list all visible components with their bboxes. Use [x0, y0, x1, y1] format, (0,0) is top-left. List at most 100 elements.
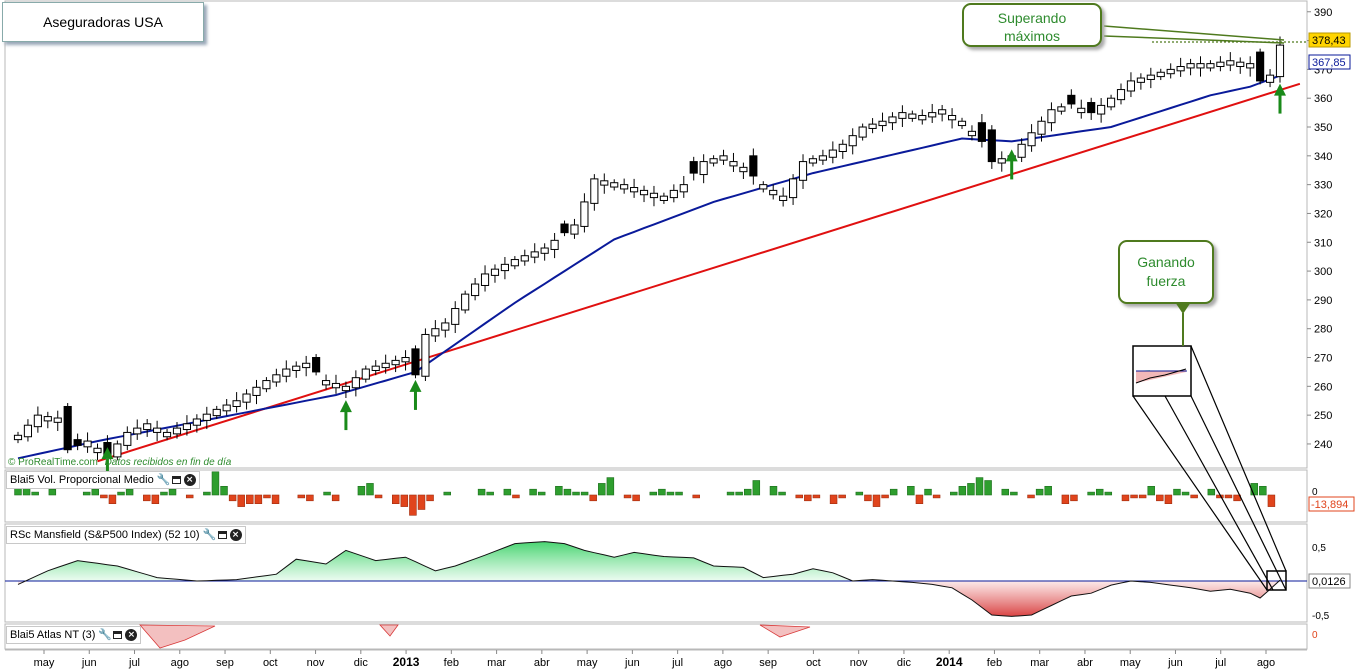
candle: [997, 151, 1006, 172]
candle: [262, 377, 271, 393]
atlas-neg-area: [759, 624, 811, 638]
wrench-icon[interactable]: 🔧: [202, 528, 217, 541]
candle: [789, 174, 798, 205]
zoom-connector-2: [1164, 395, 1274, 591]
y-tick-label: 300: [1314, 266, 1332, 278]
candle: [1027, 124, 1036, 152]
x-tick-label: jun: [81, 657, 97, 669]
y-tick-label: 250: [1314, 410, 1332, 422]
candle: [1097, 98, 1106, 123]
y-tick-label: 390: [1314, 7, 1332, 19]
volume-bar: [589, 494, 597, 502]
volume-value-tag: -13,894: [1308, 496, 1355, 512]
candle: [153, 420, 162, 442]
rsc-negative-area: [18, 581, 1280, 617]
callout-top-line2: máximos: [1003, 28, 1060, 44]
candle: [1275, 36, 1285, 83]
volume-bar: [331, 494, 340, 502]
x-tick-label: 2014: [936, 655, 963, 669]
volume-bar: [606, 477, 615, 496]
x-tick-label: abr: [534, 657, 550, 669]
x-tick-label: mar: [487, 657, 506, 669]
volume-bar: [623, 494, 632, 499]
volume-bar: [1138, 494, 1147, 499]
x-tick-label: sep: [216, 657, 234, 669]
x-tick-label: may: [1120, 657, 1141, 669]
candle: [1067, 89, 1076, 109]
volume-bar: [1027, 494, 1035, 499]
candle: [659, 192, 668, 204]
volume-bar: [374, 494, 383, 499]
candle: [282, 360, 291, 383]
candle: [948, 108, 957, 129]
volume-bar: [769, 485, 778, 496]
candle: [1176, 57, 1185, 77]
candle: [1087, 97, 1096, 120]
volume-bar: [915, 494, 924, 504]
candle: [13, 431, 23, 444]
wrench-icon[interactable]: 🔧: [98, 628, 113, 641]
rsc-last-label: 0,0126: [1312, 576, 1346, 588]
volume-bar: [838, 494, 846, 499]
candle: [1206, 60, 1215, 72]
candle: [1057, 103, 1066, 115]
page-title-text: Aseguradoras USA: [43, 14, 163, 30]
window-icon[interactable]: [171, 476, 181, 484]
trend-line: [97, 82, 1301, 463]
candle: [431, 320, 440, 342]
volume-bar: [512, 494, 520, 499]
x-tick-label: may: [34, 657, 55, 669]
volume-bar: [632, 494, 640, 502]
x-tick-label: jul: [128, 657, 140, 669]
candle: [689, 156, 698, 181]
volume-bar: [778, 491, 786, 496]
volume-bar: [203, 491, 211, 496]
candle: [480, 265, 490, 292]
volume-bar: [246, 494, 254, 504]
volume-bar: [323, 491, 331, 496]
candle: [759, 181, 768, 193]
x-tick-label: nov: [850, 657, 868, 669]
volume-bar: [1035, 488, 1044, 496]
volume-bar: [958, 485, 967, 496]
support-arrow: [339, 400, 352, 431]
volume-bar: [735, 491, 743, 496]
candle: [143, 419, 152, 437]
candle: [1037, 116, 1046, 142]
volume-bar: [151, 494, 160, 504]
candle: [1077, 99, 1086, 119]
close-icon[interactable]: ×: [125, 629, 138, 641]
x-tick-label: jun: [624, 657, 640, 669]
close-icon[interactable]: ×: [229, 529, 242, 541]
candle: [361, 365, 370, 383]
x-tick-label: feb: [444, 657, 459, 669]
volume-bar: [1095, 488, 1104, 496]
callout-top: Superando máximos: [962, 3, 1102, 47]
candle: [1246, 56, 1255, 77]
volume-bar: [108, 494, 117, 504]
candle: [1156, 68, 1165, 81]
candle: [351, 370, 360, 397]
ma-value-tag: 367,85: [1308, 54, 1351, 70]
candle: [649, 185, 659, 207]
candle: [1236, 57, 1245, 74]
wrench-icon[interactable]: 🔧: [156, 473, 171, 486]
volume-bar: [125, 488, 134, 496]
volume-bar: [795, 494, 803, 499]
volume-bar: [1044, 485, 1052, 496]
close-icon[interactable]: ×: [183, 474, 196, 486]
volume-bar: [228, 494, 237, 502]
window-icon[interactable]: [217, 531, 227, 539]
volume-bar: [872, 494, 881, 507]
volume-bar: [48, 488, 57, 496]
candle: [888, 112, 897, 131]
candle: [411, 345, 420, 379]
zoom-inset: [1132, 313, 1287, 591]
window-icon[interactable]: [113, 631, 123, 639]
y-tick-label: 320: [1314, 208, 1332, 220]
volume-bar: [417, 494, 426, 510]
volume-bar: [1130, 494, 1138, 499]
volume-bar: [168, 488, 177, 496]
volume-bar: [864, 494, 872, 502]
page-title: Aseguradoras USA: [2, 2, 204, 42]
